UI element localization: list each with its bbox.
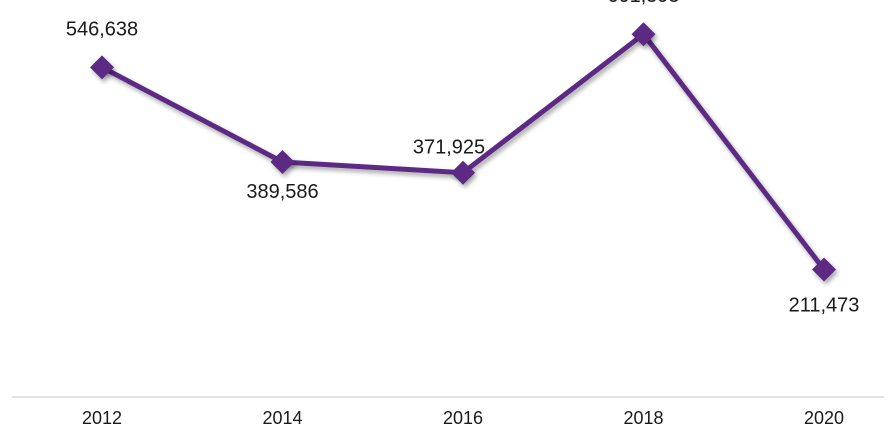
data-label: 546,638 xyxy=(66,18,138,40)
data-label: 211,473 xyxy=(789,294,860,316)
data-point-marker xyxy=(90,55,114,80)
x-tick-label: 2018 xyxy=(623,408,663,428)
data-point-marker xyxy=(451,160,475,185)
data-label: 601,595 xyxy=(607,0,679,7)
x-tick-layer: 2012 2014 2016 2018 2020 xyxy=(82,408,844,428)
marker-layer xyxy=(90,22,836,282)
x-tick-label: 2020 xyxy=(804,408,844,428)
data-point-marker xyxy=(631,22,656,47)
data-point-marker xyxy=(270,150,295,175)
x-tick-label: 2016 xyxy=(443,408,483,428)
data-point-marker xyxy=(812,257,836,282)
x-tick-label: 2012 xyxy=(82,408,122,428)
data-label-layer: 546,638 389,586 371,925 601,595 211,473 xyxy=(66,0,860,316)
data-label: 371,925 xyxy=(413,137,485,159)
data-label: 389,586 xyxy=(246,181,318,203)
x-tick-label: 2014 xyxy=(262,408,302,428)
